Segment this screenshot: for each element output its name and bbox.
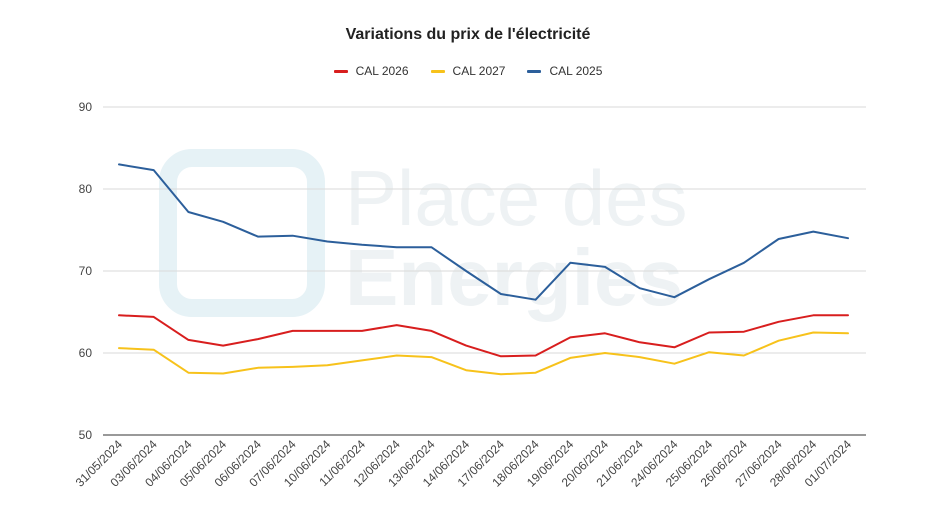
legend: CAL 2026 CAL 2027 CAL 2025 <box>0 64 936 78</box>
legend-swatch <box>430 69 445 73</box>
legend-item: CAL 2025 <box>527 64 602 78</box>
legend-swatch <box>527 69 542 73</box>
legend-swatch <box>333 69 348 73</box>
x-axis: 31/05/202403/06/202404/06/202405/06/2024… <box>73 437 855 490</box>
series-line-cal-2026 <box>118 314 849 358</box>
y-tick-label: 90 <box>79 100 93 114</box>
chart-title: Variations du prix de l'électricité <box>345 26 591 43</box>
y-tick-label: 60 <box>79 346 93 360</box>
legend-item: CAL 2026 <box>333 64 409 78</box>
series-line-cal-2025 <box>118 163 849 301</box>
y-tick-label: 50 <box>79 428 93 442</box>
legend-label: CAL 2027 <box>452 64 506 78</box>
grid <box>103 106 866 436</box>
legend-label: CAL 2025 <box>549 64 603 78</box>
legend-label: CAL 2026 <box>355 64 409 78</box>
legend-item: CAL 2027 <box>430 64 506 78</box>
watermark-logo-icon <box>159 149 325 317</box>
watermark: Place des Energies <box>159 149 688 322</box>
series-line-cal-2027 <box>118 331 849 376</box>
y-tick-label: 70 <box>79 264 93 278</box>
y-tick-label: 80 <box>79 182 93 196</box>
y-axis: 50 60 70 80 90 <box>79 100 93 442</box>
series-lines <box>118 163 849 376</box>
watermark-line-1: Place des <box>345 154 688 242</box>
